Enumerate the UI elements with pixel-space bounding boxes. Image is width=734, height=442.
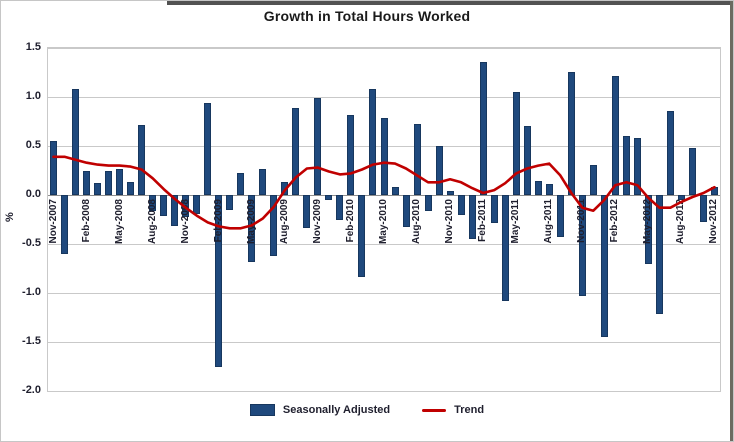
y-axis-tick-label: -1.0 — [22, 286, 41, 298]
bar — [699, 195, 707, 223]
gridline — [48, 292, 720, 294]
y-axis-tick-label: -0.5 — [22, 237, 41, 249]
bar — [501, 195, 509, 301]
legend-label-seasonally-adjusted: Seasonally Adjusted — [282, 404, 391, 416]
bar — [270, 195, 278, 256]
y-axis-tick-label: 0.0 — [25, 188, 41, 200]
bar — [435, 146, 443, 195]
bar — [237, 173, 245, 195]
gridline — [48, 47, 720, 49]
bar — [424, 195, 432, 211]
bar — [105, 170, 113, 195]
legend-label-trend: Trend — [454, 404, 485, 416]
bar — [666, 110, 674, 195]
bar — [655, 195, 663, 314]
bar — [391, 187, 399, 195]
bar — [468, 195, 476, 240]
bar — [578, 195, 586, 296]
bar — [402, 195, 410, 228]
bar — [204, 102, 212, 195]
y-axis-tick-label: 1.5 — [25, 41, 41, 53]
bar — [677, 195, 685, 200]
bar — [336, 195, 344, 221]
y-axis-title: % — [4, 212, 16, 222]
bar — [611, 76, 619, 195]
chart-title: Growth in Total Hours Worked — [263, 8, 471, 24]
bar — [490, 195, 498, 224]
y-axis-tick-label: -2.0 — [22, 384, 41, 396]
bar — [292, 107, 300, 195]
gridline — [48, 341, 720, 343]
bar — [149, 195, 157, 211]
bar — [523, 126, 531, 195]
bar — [633, 138, 641, 195]
bar — [358, 195, 366, 278]
bar — [83, 171, 91, 195]
bar — [72, 89, 80, 195]
y-axis-tick-label: 1.0 — [25, 90, 41, 102]
bar — [61, 195, 69, 254]
bar — [215, 195, 223, 367]
right-shadow-edge — [730, 1, 733, 441]
y-axis-tick-label: 0.5 — [25, 139, 41, 151]
bar — [688, 147, 696, 195]
bar — [248, 195, 256, 262]
legend-line-swatch — [422, 408, 447, 412]
gridline — [48, 243, 720, 245]
trend-line-layer — [52, 155, 716, 230]
trend-line — [52, 155, 716, 230]
legend: Seasonally Adjusted Trend — [1, 404, 733, 416]
bar — [545, 184, 553, 195]
bar — [138, 125, 146, 195]
top-shadow-edge — [167, 1, 733, 5]
y-axis-tick-label: -1.5 — [22, 335, 41, 347]
bar — [369, 89, 377, 195]
bar — [622, 136, 630, 195]
bar — [127, 182, 135, 195]
bar — [226, 195, 234, 210]
plot-area: Nov-2007 Feb-2008 May-2008 Aug-2008 Nov-2008… — [47, 47, 721, 392]
bar — [116, 168, 124, 195]
bar — [589, 164, 597, 195]
bar — [479, 61, 487, 195]
bar — [193, 195, 201, 214]
gridline — [48, 390, 720, 392]
bar — [325, 195, 333, 200]
bar — [413, 124, 421, 195]
bar — [50, 141, 57, 195]
bar — [303, 195, 311, 229]
bar — [347, 114, 355, 195]
bar — [512, 92, 520, 195]
bar — [644, 195, 652, 264]
bar — [314, 97, 322, 195]
bar — [446, 191, 454, 195]
bar — [534, 181, 542, 195]
gridline — [48, 96, 720, 98]
bar — [556, 195, 564, 238]
bar — [160, 195, 168, 216]
bar — [457, 195, 465, 215]
bar — [380, 117, 388, 195]
zero-axis-line — [48, 194, 720, 196]
bar — [259, 168, 267, 195]
bar — [600, 195, 608, 338]
bar — [171, 195, 179, 227]
bar — [94, 183, 102, 195]
legend-bar-swatch — [249, 404, 275, 416]
